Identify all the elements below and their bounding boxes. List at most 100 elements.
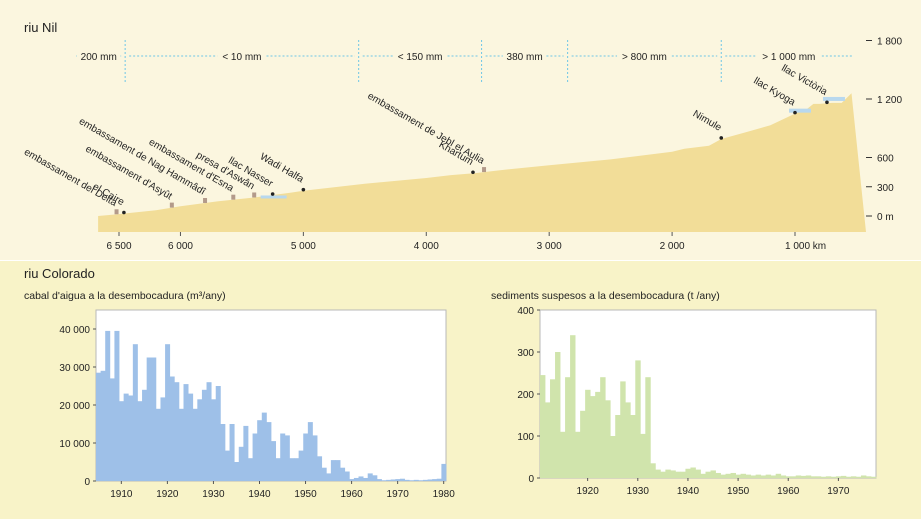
flow-bar <box>169 376 175 481</box>
distance-tick-label: 2 000 <box>660 241 685 252</box>
flow-x-tick-label: 1930 <box>202 489 225 500</box>
sed-y-tick-label: 100 <box>517 432 534 443</box>
nile-distance-axis: 6 500 6 000 5 000 4 000 3 000 2 000 1 000 km <box>106 232 826 252</box>
flow-x-tick-label: 1980 <box>433 489 456 500</box>
flow-bar <box>146 357 152 481</box>
distance-tick-label: 6 500 <box>106 241 131 252</box>
sed-bar <box>770 475 777 478</box>
flow-bar <box>344 471 350 481</box>
sed-bar <box>585 389 591 478</box>
flow-x-tick-label: 1940 <box>248 489 271 500</box>
sed-bar <box>620 381 626 478</box>
flow-bar <box>109 378 115 481</box>
sed-bar <box>555 352 561 478</box>
sed-bar <box>590 396 596 478</box>
place-dot <box>301 187 306 192</box>
flow-bar <box>261 412 267 481</box>
flow-bar <box>432 479 438 481</box>
flow-bar <box>229 424 235 481</box>
place-dot <box>719 136 724 140</box>
flow-bar <box>395 479 401 481</box>
sed-x-tick-label: 1920 <box>577 486 600 497</box>
flow-bar <box>132 344 138 481</box>
flow-bar <box>192 408 198 481</box>
sed-bar <box>710 470 716 478</box>
flow-y-tick-label: 20 000 <box>59 401 90 412</box>
flow-bar <box>266 422 272 481</box>
sed-bar <box>835 476 842 478</box>
colorado-title: riu Colorado <box>24 266 95 281</box>
sed-bar <box>600 377 606 478</box>
flow-bar <box>372 475 378 481</box>
distance-tick-label: 5 000 <box>291 241 316 252</box>
flow-chart: 0 10 000 20 000 30 000 40 000 1910 1920 1930 194… <box>59 309 456 500</box>
elevation-tick-label: 300 <box>877 183 894 194</box>
sed-bar <box>840 475 847 478</box>
sed-bar <box>745 474 752 478</box>
flow-bar <box>335 460 341 481</box>
sed-bar <box>660 471 666 478</box>
sed-bar <box>605 400 611 478</box>
flow-bar <box>321 467 327 481</box>
place-dot <box>793 110 797 115</box>
precip-zone-label: < 150 mm <box>398 52 443 63</box>
sed-bar <box>695 469 701 478</box>
sed-x-tick-label: 1960 <box>777 486 800 497</box>
sed-bar <box>750 475 757 478</box>
flow-bar <box>317 456 323 481</box>
flow-bar <box>367 473 373 481</box>
sed-bar <box>540 375 546 478</box>
sed-x-tick-label: 1930 <box>627 486 650 497</box>
precip-zone-label: 200 mm <box>81 52 117 63</box>
flow-bar <box>275 458 281 481</box>
flow-bar <box>326 473 332 481</box>
flow-bar <box>353 477 359 481</box>
elevation-tick-label: 1 200 <box>877 95 902 106</box>
distance-tick-label: 1 000 km <box>785 241 826 252</box>
flow-bar <box>151 357 157 481</box>
precip-zone-label: 380 mm <box>507 52 543 63</box>
precip-zone-label: > 800 mm <box>622 52 667 63</box>
sed-bar <box>735 474 741 478</box>
flow-bar <box>307 422 313 481</box>
sed-bar <box>565 377 571 478</box>
lake-kyoga-shape <box>789 108 811 113</box>
flow-bar <box>363 477 369 481</box>
flow-bar <box>280 433 286 481</box>
flow-bar <box>418 480 424 481</box>
sed-bar <box>615 415 621 478</box>
flow-bar <box>294 458 300 481</box>
nile-profile-area <box>98 93 867 232</box>
flow-bar <box>155 408 161 481</box>
sed-bar <box>775 473 782 478</box>
flow-bar <box>128 395 134 481</box>
sed-bar <box>580 410 586 478</box>
flow-bar <box>96 372 102 481</box>
flow-x-tick-label: 1950 <box>294 489 317 500</box>
distance-tick-label: 3 000 <box>537 241 562 252</box>
flow-bar <box>271 441 277 481</box>
flow-bar <box>436 478 442 481</box>
flow-bar <box>427 479 433 481</box>
flow-bar <box>119 401 125 481</box>
sed-bar <box>785 476 792 478</box>
precip-zone-label: > 1 000 mm <box>762 52 815 63</box>
sed-y-tick-label: 0 <box>528 474 534 485</box>
flow-bar <box>247 458 253 481</box>
flow-bar <box>289 458 295 481</box>
sed-bar <box>845 476 852 478</box>
flow-y-tick-label: 10 000 <box>59 439 90 450</box>
sed-bar <box>725 473 731 478</box>
nile-title: riu Nil <box>24 20 57 35</box>
sed-bar <box>610 436 616 478</box>
precipitation-zones: 200 mm < 10 mm < 150 mm 380 mm > 800 mm > 1 0… <box>76 40 853 84</box>
flow-x-tick-label: 1910 <box>110 489 133 500</box>
flow-bar <box>284 435 290 481</box>
sed-bar <box>690 467 696 478</box>
sed-bar <box>755 474 762 478</box>
flow-bar <box>243 425 249 481</box>
nile-elevation-axis: 0 m 300 600 1 200 1 800 <box>866 37 902 223</box>
flow-bar <box>390 479 396 481</box>
sed-bar <box>855 476 862 478</box>
sed-bar <box>570 335 576 478</box>
